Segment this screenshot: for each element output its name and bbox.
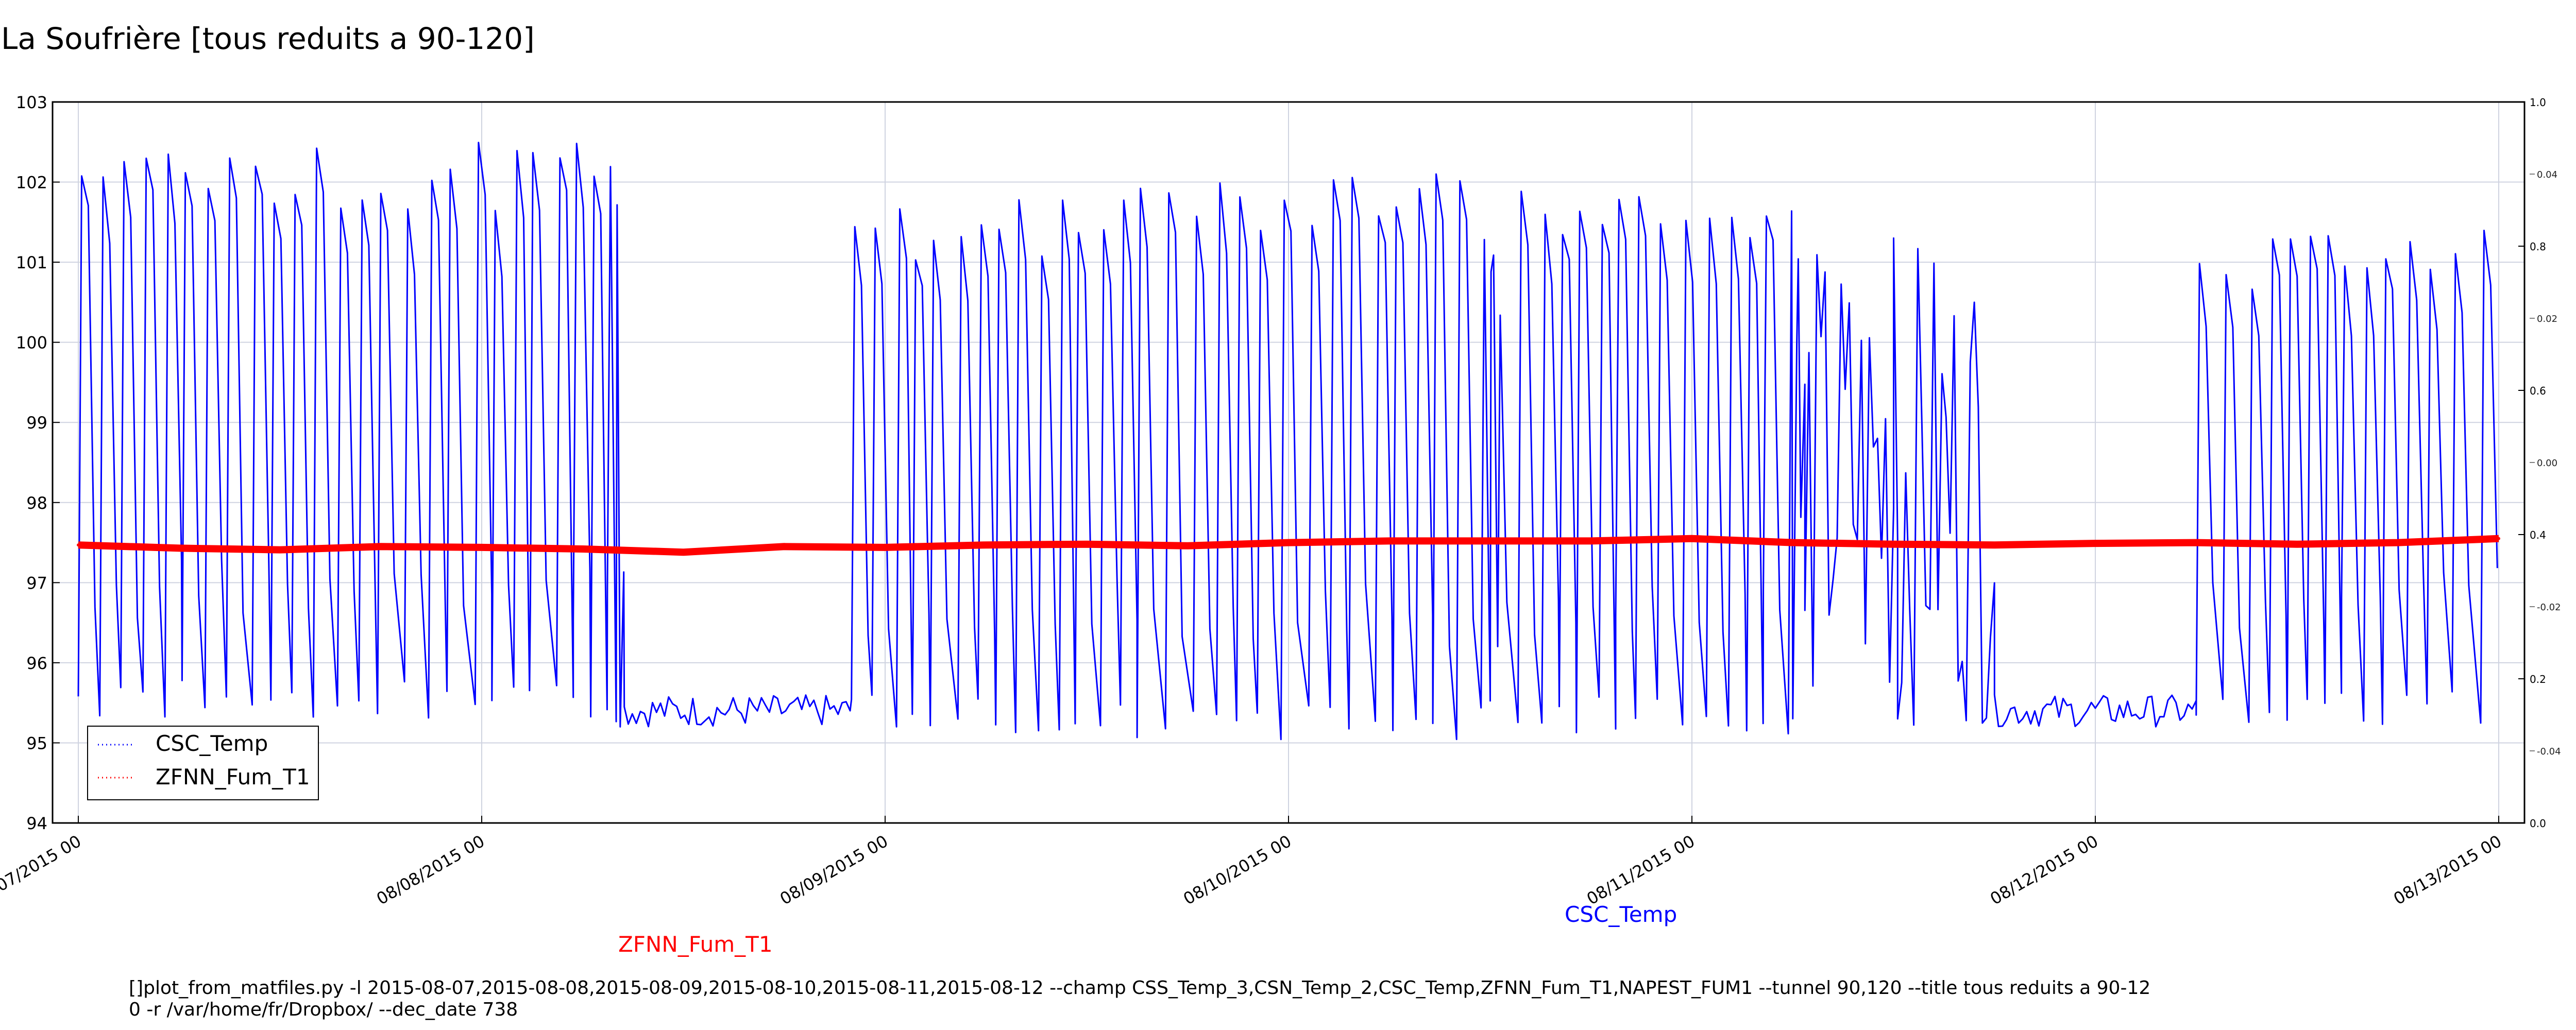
y-right-tick-label: 0.2 — [2530, 673, 2546, 685]
plot-area-frame — [52, 101, 2526, 824]
y-tick-label: 99 — [26, 413, 47, 433]
zfnn-fum-t1-point — [682, 551, 685, 554]
zfnn-fum-t1-point — [884, 545, 887, 549]
y-tick-label: 102 — [16, 173, 47, 193]
csc-temp-line — [77, 142, 2498, 741]
series-label-zfnn-fum-t1: ZFNN_Fum_T1 — [618, 932, 773, 957]
series-label-csc-temp: CSC_Temp — [1565, 902, 1677, 927]
x-tick-label: 08/12/2015 00 — [1987, 831, 2102, 909]
zfnn-fum-t1-point — [1085, 542, 1089, 546]
zfnn-fum-t1-point — [2295, 542, 2299, 546]
zfnn-fum-t1-point — [1892, 542, 1895, 546]
y-inner-tick-label: 0.04 — [2537, 169, 2557, 180]
zfnn-fum-t1-point — [2396, 541, 2400, 544]
y-axis-right: 0.0 0.2 0.4 0.6 0.8 1.0 -0.04 -0.02 0.00 0.02 0.04 — [2518, 96, 2561, 830]
series-csc-temp — [77, 142, 2498, 741]
y-tick-label: 97 — [26, 573, 47, 593]
x-tick-label: 08/09/2015 00 — [776, 831, 891, 909]
y-tick-label: 101 — [16, 253, 47, 272]
zfnn-fum-t1-point — [177, 546, 181, 550]
y-axis-left: 94 95 96 97 98 99 100 101 102 103 — [16, 93, 60, 833]
zfnn-fum-t1-point — [1690, 537, 1693, 540]
x-axis: 08/07/2015 00 08/08/2015 00 08/09/2015 00 0… — [0, 816, 2505, 909]
x-tick-label: 08/10/2015 00 — [1180, 831, 1295, 909]
zfnn-fum-t1-point — [1791, 541, 1794, 544]
zfnn-fum-t1-point — [379, 545, 383, 548]
zfnn-fum-t1-point — [1387, 539, 1391, 543]
legend-label-csc-temp: CSC_Temp — [156, 731, 268, 756]
y-right-tick-label: 0.8 — [2530, 241, 2546, 253]
y-right-tick-label: 0.0 — [2530, 817, 2546, 830]
y-tick-label: 103 — [16, 93, 47, 112]
y-inner-tick-label: 0.00 — [2537, 458, 2557, 469]
y-right-tick-label: 0.6 — [2530, 385, 2546, 397]
zfnn-fum-t1-point — [1589, 539, 1593, 543]
legend: CSC_Temp ZFNN_Fum_T1 — [87, 726, 319, 800]
x-tick-label: 08/07/2015 00 — [0, 831, 84, 909]
legend-label-zfnn-fum-t1: ZFNN_Fum_T1 — [156, 764, 310, 789]
series-zfnn-fum-t1 — [77, 535, 2500, 556]
zfnn-fum-t1-point — [1186, 544, 1190, 547]
y-right-tick-label: 1.0 — [2530, 96, 2546, 109]
y-tick-label: 96 — [26, 654, 47, 673]
y-tick-label: 95 — [26, 733, 47, 753]
zfnn-fum-t1-point — [2094, 542, 2097, 545]
zfnn-fum-t1-point — [2497, 537, 2500, 540]
chart-title: La Soufrière [tous reduits a 90-120] — [1, 21, 535, 56]
command-line-2: 0 -r /var/home/fr/Dropbox/ --dec_date 73… — [129, 999, 518, 1020]
zfnn-fum-t1-point — [1993, 543, 1996, 547]
x-tick-label: 08/08/2015 00 — [373, 831, 488, 909]
zfnn-fum-t1-point — [77, 543, 80, 547]
y-inner-tick-label: 0.02 — [2537, 314, 2557, 324]
zfnn-fum-t1-point — [1287, 541, 1290, 544]
zfnn-fum-t1-point — [278, 548, 282, 552]
zfnn-fum-t1-point — [480, 545, 483, 549]
x-tick-label: 08/11/2015 00 — [1583, 831, 1698, 909]
y-right-tick-label: 0.4 — [2530, 529, 2546, 541]
x-tick-label: 08/13/2015 00 — [2390, 831, 2505, 909]
command-line-1: []plot_from_matfiles.py -l 2015-08-07,20… — [129, 977, 2151, 999]
y-inner-tick-label: -0.02 — [2537, 602, 2561, 613]
y-tick-label: 98 — [26, 493, 47, 513]
y-inner-tick-label: -0.04 — [2537, 746, 2561, 757]
zfnn-fum-t1-point — [1488, 539, 1492, 543]
zfnn-fum-t1-point — [581, 547, 584, 551]
zfnn-fum-t1-point — [2194, 541, 2198, 544]
zfnn-fum-t1-point — [984, 543, 988, 547]
y-tick-label: 94 — [26, 814, 47, 833]
legend-box — [87, 726, 319, 800]
y-tick-label: 100 — [16, 333, 47, 353]
zfnn-fum-t1-point — [783, 545, 786, 548]
